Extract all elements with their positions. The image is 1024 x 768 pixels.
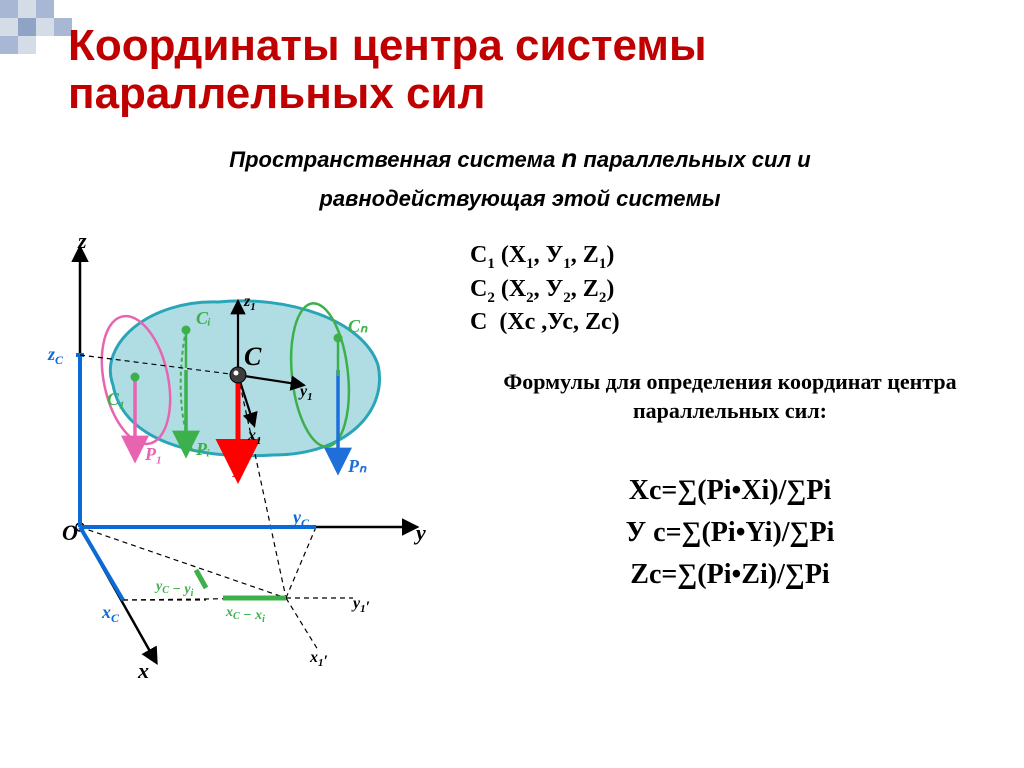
formulas: Хс=∑(Pi•Xi)/∑Pi У с=∑(Pi•Yi)/∑Pi Zс=∑(Pi…	[500, 470, 960, 596]
svg-text:y1′: y1′	[351, 595, 370, 616]
svg-text:yC: yC	[291, 507, 310, 530]
formula-xc: Хс=∑(Pi•Xi)/∑Pi	[500, 470, 960, 512]
svg-text:xC − xi: xC − xi	[225, 605, 265, 625]
svg-text:Pₙ: Pₙ	[347, 456, 367, 476]
svg-text:x1′: x1′	[309, 649, 328, 670]
diagram: P₁PᵢPPₙ C₁CᵢCCₙ O z y x zC xC yC z1 y1 x…	[18, 230, 438, 690]
svg-text:yC − yi: yC − yi	[154, 579, 194, 599]
point-c2: С2 (Х2, У2, Z2)	[470, 274, 620, 308]
svg-text:xC: xC	[101, 602, 120, 625]
point-definitions: С1 (Х1, У1, Z1) С2 (Х2, У2, Z2) С (Хс ,У…	[470, 240, 620, 337]
page-title: Координаты центра системы параллельных с…	[68, 22, 1024, 119]
subtitle-text-2: равнодействующая этой системы	[319, 186, 720, 211]
subtitle-text-1: Пространственная система	[229, 147, 561, 172]
svg-text:O: O	[62, 520, 78, 545]
svg-text:Cᵢ: Cᵢ	[196, 308, 211, 328]
svg-text:x: x	[137, 658, 149, 683]
formula-yc: У с=∑(Pi•Yi)/∑Pi	[500, 512, 960, 554]
point-c1: С1 (Х1, У1, Z1)	[470, 240, 620, 274]
svg-text:y: y	[413, 520, 426, 545]
ground-lines	[80, 527, 316, 600]
point-c: С (Хс ,Ус, Zс)	[470, 307, 620, 337]
subtitle-text-1b: параллельных сил и	[577, 147, 810, 172]
svg-text:C: C	[244, 342, 262, 371]
svg-text:P: P	[231, 461, 244, 481]
formula-heading: Формулы для определения координат центра…	[460, 368, 1000, 425]
svg-text:C₁: C₁	[107, 389, 125, 409]
svg-text:zC: zC	[47, 344, 64, 367]
svg-text:z: z	[77, 230, 87, 253]
svg-text:Pᵢ: Pᵢ	[195, 439, 210, 459]
subtitle-n: n	[561, 143, 577, 173]
subtitle: Пространственная система n параллельных …	[140, 136, 900, 218]
svg-text:P₁: P₁	[144, 444, 162, 464]
svg-text:Cₙ: Cₙ	[348, 316, 368, 336]
formula-zc: Zс=∑(Pi•Zi)/∑Pi	[500, 554, 960, 596]
